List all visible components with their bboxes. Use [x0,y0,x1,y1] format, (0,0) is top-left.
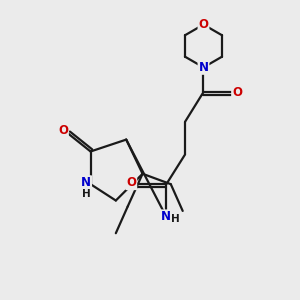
Text: O: O [199,18,208,31]
Text: O: O [126,176,136,189]
Text: N: N [161,210,171,224]
Text: H: H [82,189,91,199]
Text: O: O [58,124,68,137]
Text: N: N [199,61,208,74]
Text: H: H [172,214,180,224]
Text: N: N [81,176,91,189]
Text: O: O [232,85,242,98]
